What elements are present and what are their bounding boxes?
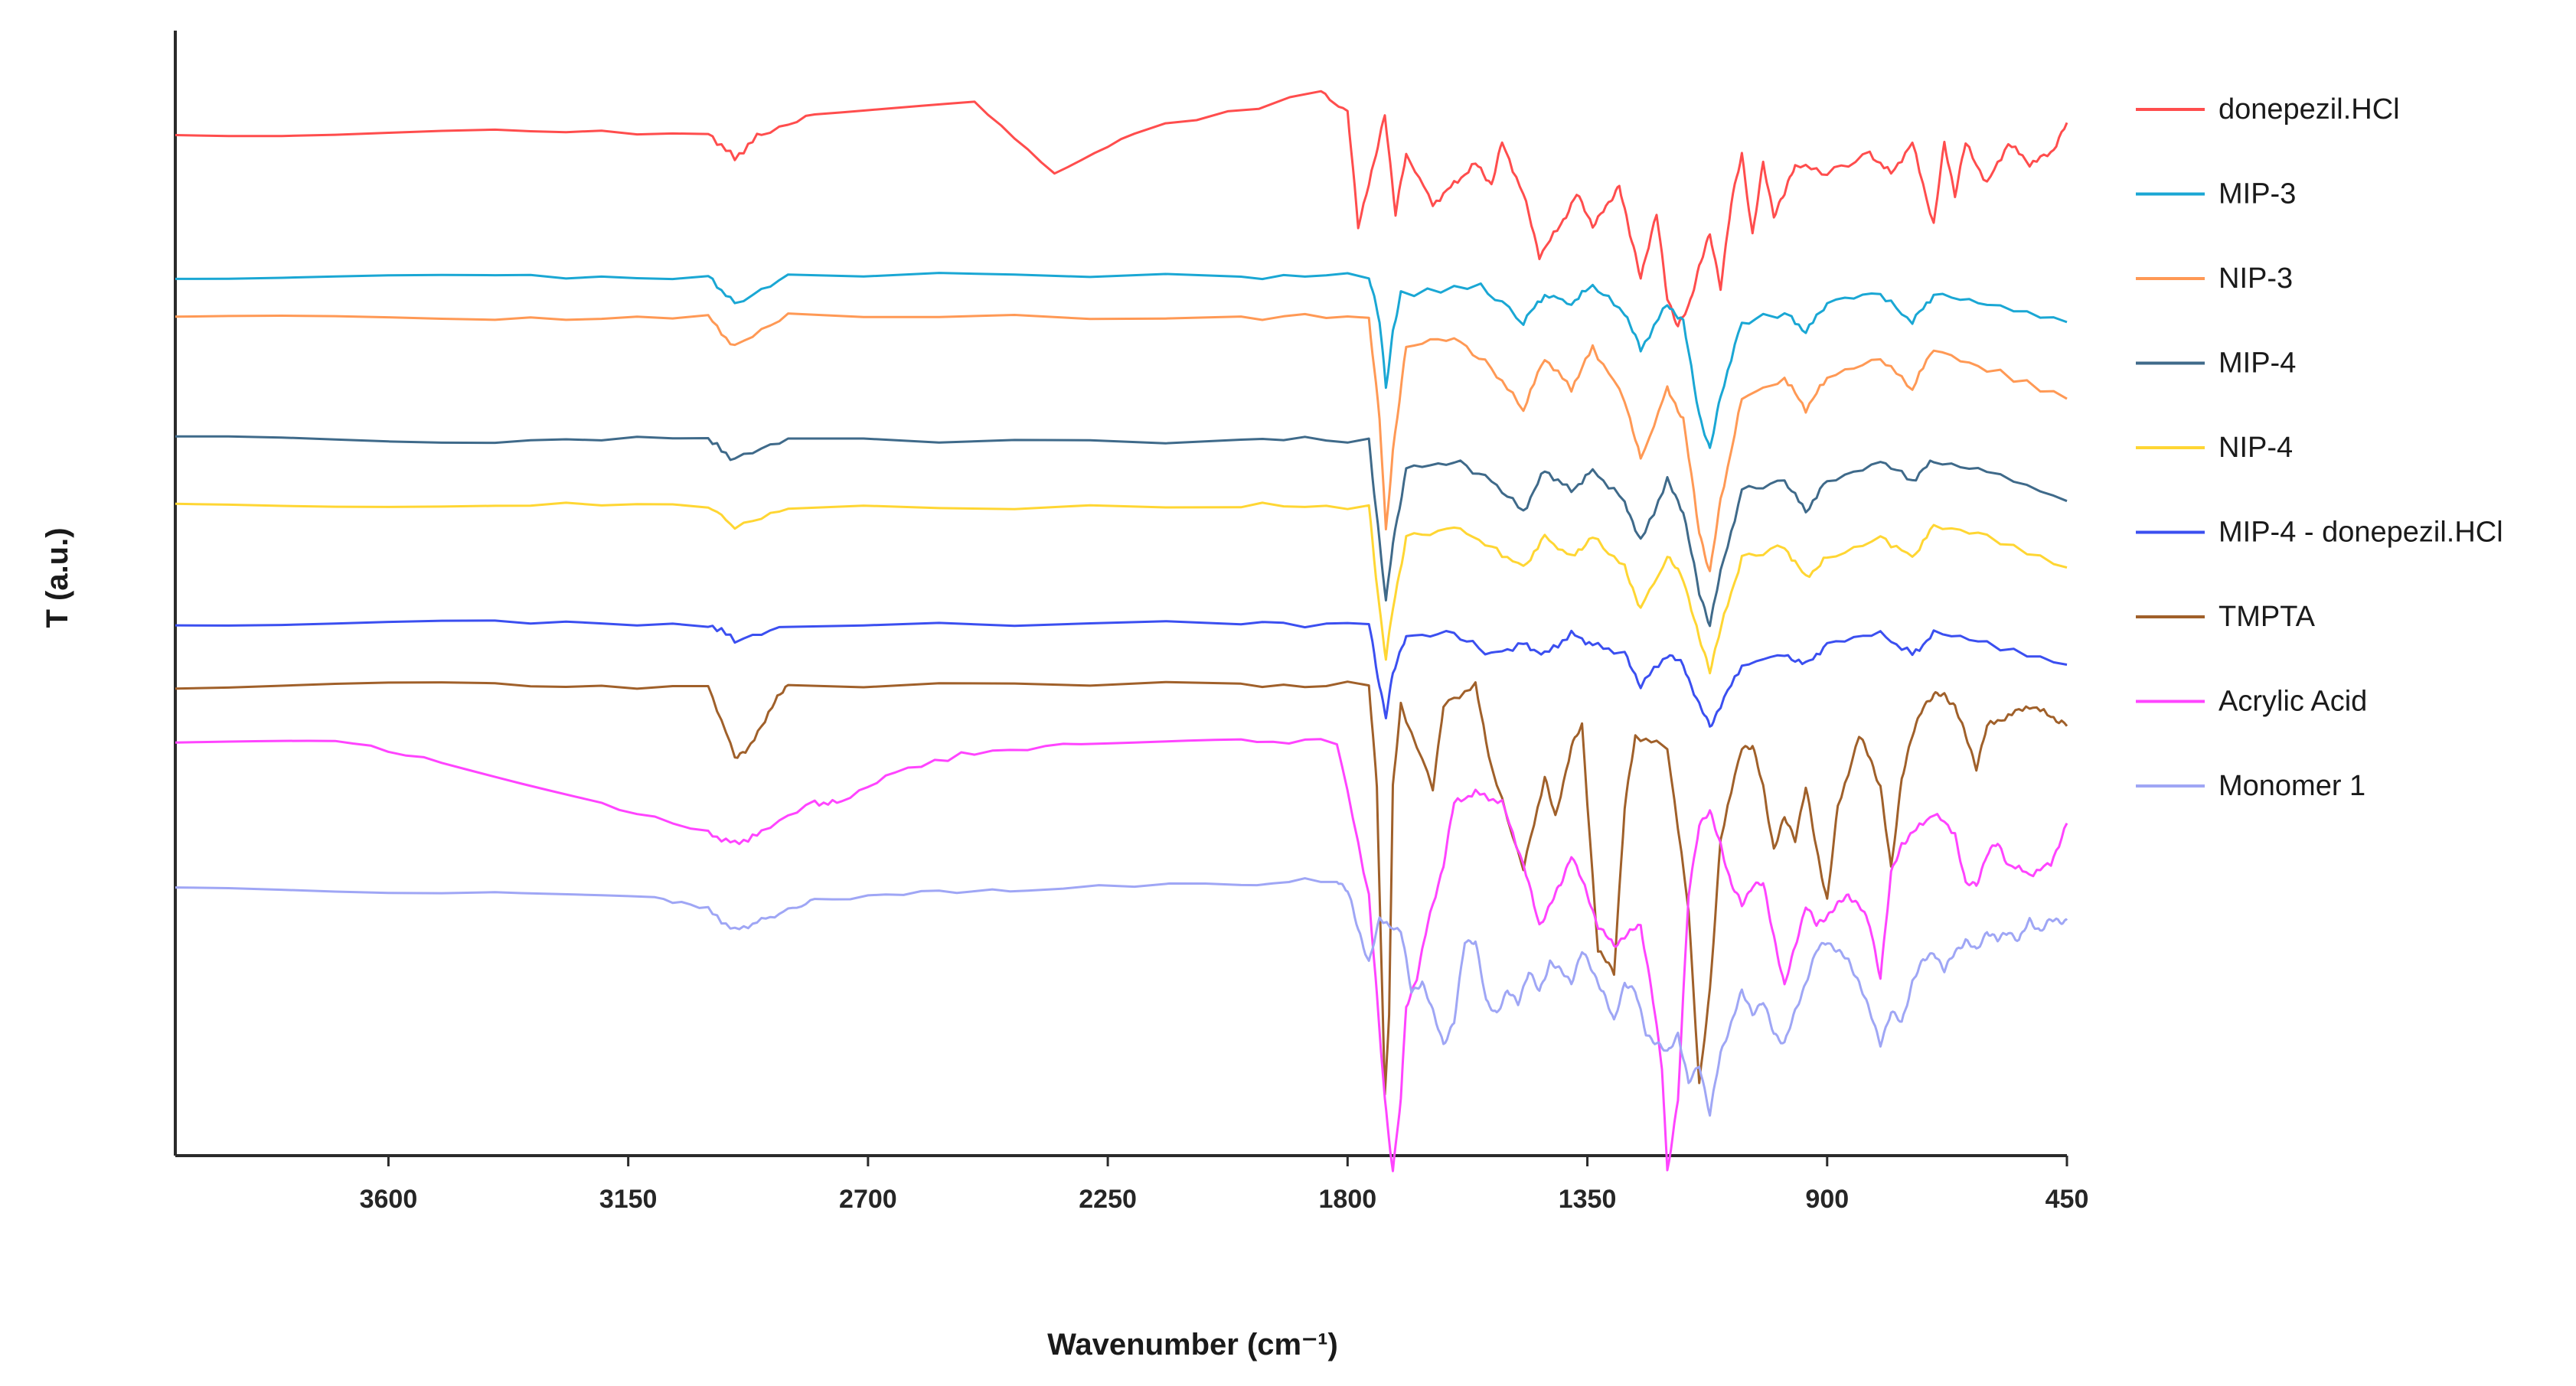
series-line-donepezil-hcl: [175, 90, 2068, 328]
legend-label: TMPTA: [2218, 601, 2316, 633]
series-line-mip-3: [175, 272, 2068, 449]
series-line-nip-3: [175, 312, 2068, 572]
legend-label: MIP-4 - donepezil.HCl: [2218, 517, 2503, 549]
series-line-tmpta: [175, 680, 2068, 1096]
x-tick-label: 3600: [360, 1185, 418, 1214]
series-line-mip-4: [175, 435, 2068, 628]
x-tick-label: 2700: [839, 1185, 897, 1214]
x-axis-title: Wavenumber (cm⁻¹): [1047, 1328, 1338, 1362]
legend-label: NIP-4: [2218, 432, 2293, 464]
legend-label: NIP-3: [2218, 263, 2293, 295]
x-ticks: 3600 3150 2700 2250 1800 1350 900 450: [360, 1156, 2089, 1214]
x-tick-label: 450: [2045, 1185, 2089, 1214]
series-line-nip-4: [175, 501, 2068, 675]
series-line-mip-4-donepezil-hcl: [175, 619, 2068, 728]
x-tick-label: 2250: [1079, 1185, 1137, 1214]
legend-label: donepezil.HCl: [2218, 93, 2400, 126]
x-tick-label: 1350: [1559, 1185, 1617, 1214]
x-tick-label: 900: [1805, 1185, 1849, 1214]
series-line-monomer-1: [175, 877, 2068, 1117]
legend-label: MIP-3: [2218, 178, 2296, 210]
series-line-acrylic-acid: [175, 738, 2068, 1172]
plot-area: 3600 3150 2700 2250 1800 1350 900 450: [174, 31, 2089, 1214]
series-group: [175, 90, 2068, 1172]
x-tick-label: 3150: [599, 1185, 658, 1214]
legend-label: Acrylic Acid: [2218, 686, 2367, 718]
legend: donepezil.HCl MIP-3 NIP-3 MIP-4 NIP-4 MIP-4 -…: [2136, 93, 2503, 802]
legend-label: MIP-4: [2218, 347, 2296, 380]
y-axis-title: T (a.u.): [41, 527, 74, 628]
legend-label: Monomer 1: [2218, 770, 2365, 802]
x-tick-label: 1800: [1319, 1185, 1377, 1214]
